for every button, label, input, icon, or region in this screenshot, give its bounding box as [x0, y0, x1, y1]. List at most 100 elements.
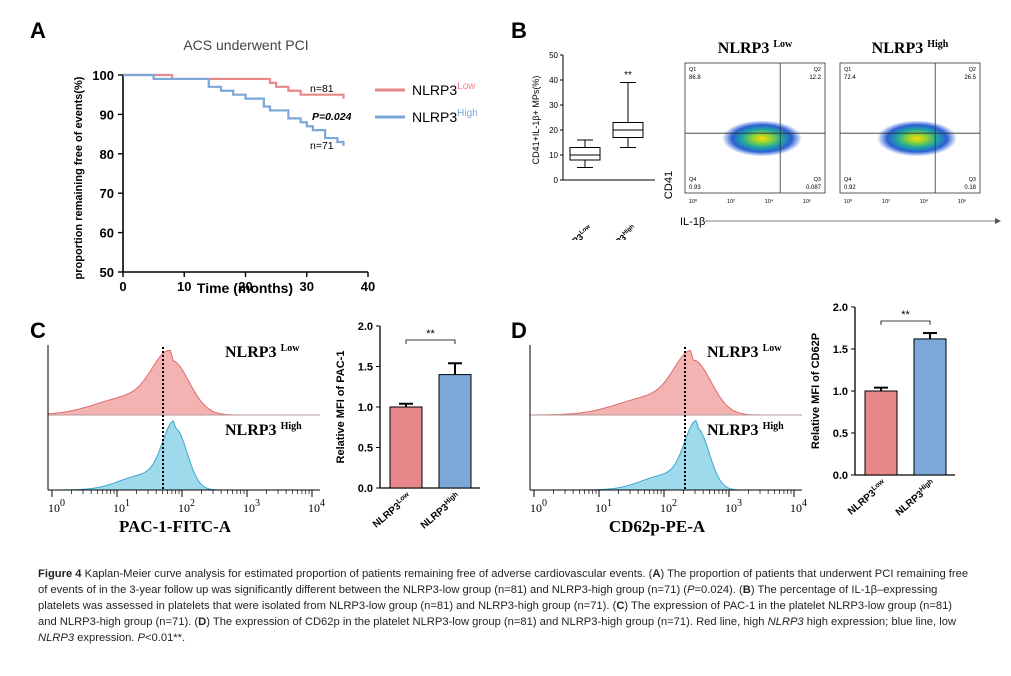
flow-quadrant-value: 0.93: [689, 185, 701, 191]
km-series-high: [123, 73, 345, 146]
bar-d: 0.0 0.5 1.0 1.5 2.0 Relative MFI of CD62P NLRP…: [810, 302, 955, 518]
flow-x-tick: 10⁶: [803, 198, 811, 205]
bar-ylabel: Relative MFI of PAC-1: [335, 351, 347, 464]
flow-quadrant-value: 0.92: [844, 185, 856, 191]
bar-y-tick-label: 2.0: [833, 302, 848, 314]
hist-xlabel: CD62p-PE-A: [609, 517, 706, 536]
flow-quadrant-label: Q4: [689, 177, 696, 183]
bar-y-tick-label: 0.5: [358, 443, 373, 455]
flow-quadrant-label: Q2: [969, 67, 976, 73]
flow-title: NLRP3 Low: [718, 39, 793, 57]
bar-significance: **: [901, 309, 910, 321]
hist-c: NLRP3 Low NLRP3 High 100 101 102 103 104 PAC-1-…: [47, 343, 325, 536]
panel-letter-b: B: [511, 18, 527, 43]
km-y-tick-label: 50: [100, 265, 114, 280]
km-x-tick-label: 30: [300, 279, 314, 294]
box-significance: **: [624, 70, 632, 81]
bar-low: [389, 406, 423, 489]
box-y-tick-label: 20: [549, 126, 558, 135]
box-cat-high: NLRP3High: [599, 224, 639, 240]
hist-x-tick-label: 104: [790, 498, 807, 515]
flow-quadrant-value: 12.2: [809, 75, 821, 81]
flow-quadrant-label: Q1: [689, 67, 696, 73]
hist-low-label: NLRP3 Low: [707, 343, 782, 361]
km-n-low: n=81: [310, 83, 334, 95]
km-title: ACS underwent PCI: [183, 37, 308, 53]
hist-x-tick-label: 102: [660, 498, 677, 515]
km-xlabel: Time (months): [197, 280, 293, 296]
bar-cat-label: NLRP3High: [418, 491, 463, 531]
flow-title: NLRP3 High: [872, 39, 949, 57]
flow-quadrant-value: 72.4: [844, 75, 856, 81]
bar-cat-label: NLRP3Low: [845, 478, 889, 518]
flow-x-tick: 10⁰: [844, 198, 853, 205]
panel-letter-a: A: [30, 18, 46, 43]
legend-low-label: NLRP3Low: [412, 81, 476, 98]
flow-quadrant-label: Q3: [969, 177, 976, 183]
bar-y-tick-label: 1.5: [833, 344, 848, 356]
hist-x-tick-label: 103: [243, 498, 260, 515]
flow-ylabel: CD41: [663, 171, 675, 199]
panel-letter-c: C: [30, 318, 46, 343]
km-axes: 0 10 20 30 40 50 60 70 80 90 100: [92, 68, 375, 294]
flow-x-tick: 10⁰: [689, 198, 698, 205]
flow-x-tick: 10²: [727, 199, 735, 205]
hist-x-tick-label: 104: [308, 498, 325, 515]
bar-y-tick-label: 0.5: [833, 428, 848, 440]
bar-y-tick-label: 0.0: [358, 483, 373, 495]
flow-quadrant-label: Q4: [844, 177, 851, 183]
hist-x-tick-label: 100: [530, 498, 547, 515]
km-x-tick-label: 40: [361, 279, 375, 294]
flow-x-tick: 10⁴: [765, 198, 774, 205]
bar-ylabel: Relative MFI of CD62P: [810, 333, 822, 449]
hist-x-tick-label: 100: [48, 498, 65, 515]
flow-density: [722, 120, 802, 157]
hist-d: NLRP3 Low NLRP3 High 100 101 102 103 104 CD62p-…: [529, 343, 807, 536]
km-lines: [123, 73, 345, 146]
bar-y-tick-label: 1.5: [358, 362, 373, 374]
panel-letter-d: D: [511, 318, 527, 343]
bar-sig-bracket: [880, 320, 931, 325]
km-n-high: n=71: [310, 140, 334, 152]
bar-significance: **: [426, 328, 435, 340]
hist-x-tick-label: 102: [178, 498, 195, 515]
km-y-tick-label: 100: [92, 68, 114, 83]
km-x-tick-label: 10: [177, 279, 191, 294]
hist-xlabel: PAC-1-FITC-A: [119, 517, 232, 536]
flow-xlabel: IL-1β: [680, 216, 705, 228]
box-y-tick-label: 50: [549, 51, 558, 60]
box-rect: [569, 147, 601, 161]
caption-label: Figure 4: [38, 568, 82, 580]
flow-quadrant-value: 0.18: [964, 185, 976, 191]
flow-x-tick: 10⁴: [920, 198, 929, 205]
bar-y-tick-label: 1.0: [358, 402, 373, 414]
hist-high-label: NLRP3 High: [707, 421, 784, 439]
box-cat-low: NLRP3Low: [556, 224, 594, 240]
box-y-tick-label: 40: [549, 76, 558, 85]
bar-y-tick-label: 0.0: [833, 470, 848, 482]
km-x-tick-label: 0: [119, 279, 126, 294]
km-chart: ACS underwent PCI 0 10 20 30 40 50 60 70 80 90 100…: [73, 37, 478, 296]
km-y-tick-label: 90: [100, 107, 114, 122]
km-p-value: P=0.024: [312, 111, 352, 123]
km-legend: NLRP3Low NLRP3High: [375, 81, 478, 125]
hist-high-label: NLRP3 High: [225, 421, 302, 439]
box-y-tick-label: 10: [549, 151, 558, 160]
flow-quadrant-value: 0.087: [806, 185, 822, 191]
flow-x-tick: 10²: [882, 199, 890, 205]
bar-high: [913, 338, 947, 476]
bar-sig-bracket: [405, 339, 456, 344]
km-y-tick-label: 60: [100, 226, 114, 241]
flow-quadrant-label: Q2: [814, 67, 821, 73]
bar-high: [438, 374, 472, 489]
flow-quadrant-value: 26.5: [964, 75, 976, 81]
flow-x-tick: 10⁶: [958, 198, 966, 205]
hist-x-tick-label: 103: [725, 498, 742, 515]
bar-y-tick-label: 2.0: [358, 321, 373, 333]
figure-caption: Figure 4 Kaplan-Meier curve analysis for…: [38, 568, 969, 644]
bar-cat-label: NLRP3Low: [370, 491, 414, 531]
hist-x-tick-label: 101: [113, 498, 130, 515]
flow-plots: NLRP3 Low Q1 86.8 Q2 12.2 Q4 0.93 Q3 0.087 10⁰ 10²…: [663, 39, 1001, 228]
flow-density: [877, 120, 957, 157]
km-y-tick-label: 70: [100, 186, 114, 201]
